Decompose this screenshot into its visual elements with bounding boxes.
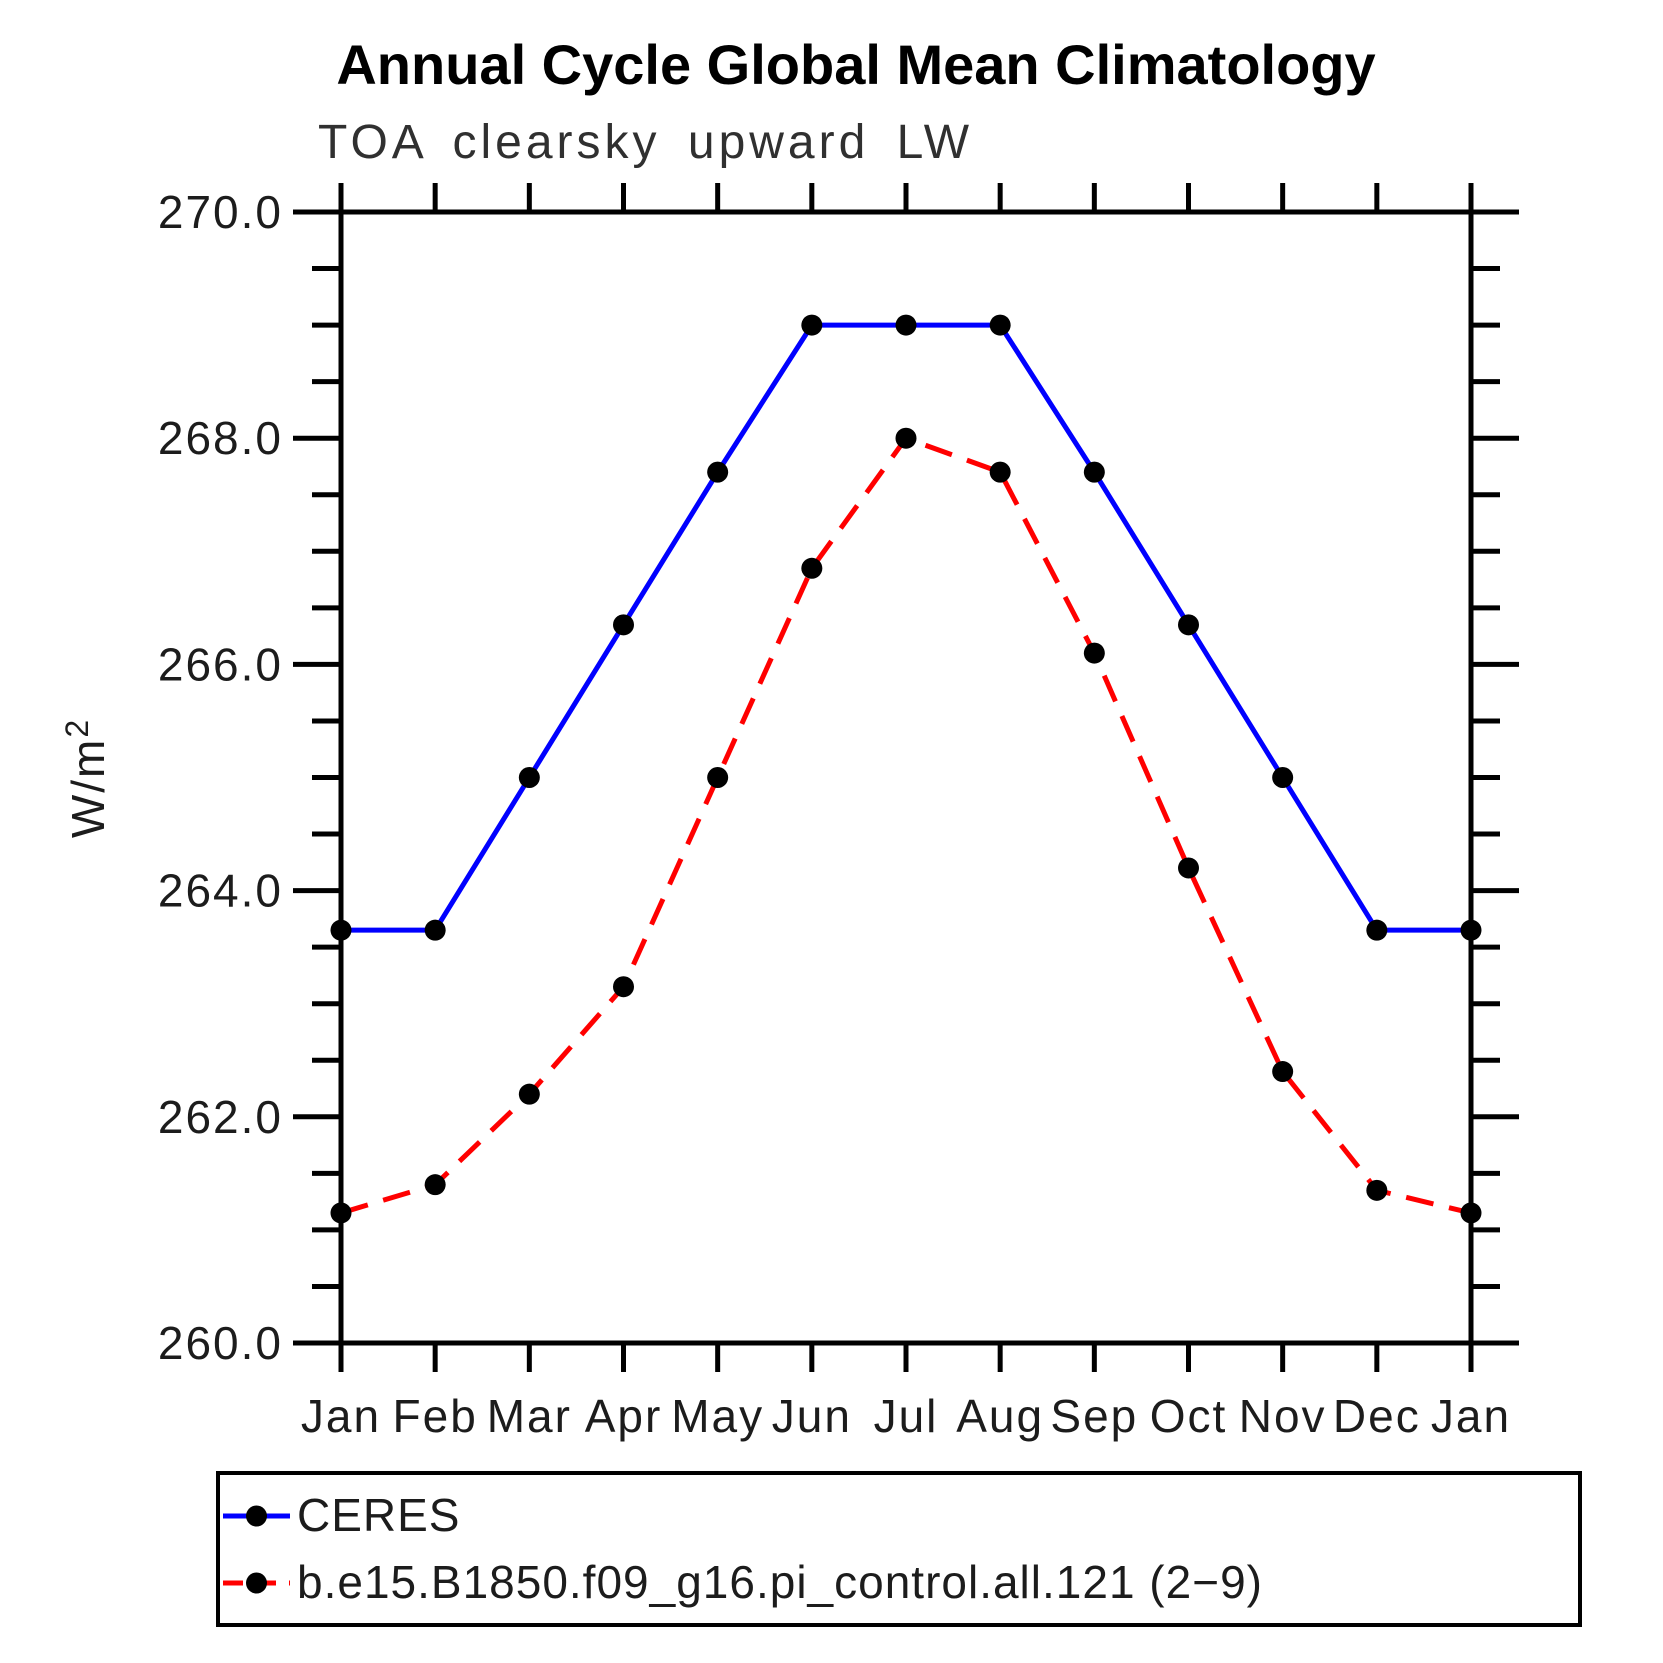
data-point [895, 314, 917, 336]
plot-area: Jan Feb Mar Apr May Jun Jul Aug Sep Oct Nov Dec Jan2… [158, 183, 1519, 1442]
y-tick-label: 264.0 [158, 865, 283, 917]
x-tick-label: Nov [1239, 1390, 1327, 1442]
x-tick-label: Jan [301, 1390, 381, 1442]
y-axis-title: W/m2 [59, 718, 114, 838]
data-point [518, 1083, 540, 1105]
y-tick-label: 266.0 [158, 638, 283, 690]
data-point [1178, 614, 1199, 636]
x-tick-label: Oct [1150, 1390, 1228, 1442]
legend-label: b.e15.B1850.f09_g16.pi_control.all.121 (… [297, 1556, 1263, 1608]
x-tick-label: Sep [1050, 1390, 1138, 1442]
data-point [989, 314, 1011, 336]
data-point [801, 557, 823, 579]
data-point [330, 1202, 352, 1224]
data-point [1272, 767, 1294, 788]
x-tick-label: Apr [585, 1390, 663, 1442]
data-point [330, 919, 352, 941]
x-tick-label: Jan [1431, 1390, 1511, 1442]
legend-item: b.e15.B1850.f09_g16.pi_control.all.121 (… [223, 1556, 1263, 1608]
data-point [1272, 1061, 1294, 1083]
y-tick-label: 262.0 [158, 1091, 283, 1143]
chart-subtitle: TOA clearsky upward LW [318, 116, 973, 169]
data-point [1083, 642, 1105, 664]
legend-label: CERES [297, 1489, 460, 1541]
legend-swatch-marker [246, 1572, 267, 1594]
data-point [1178, 857, 1199, 879]
legend: CERES b.e15.B1850.f09_g16.pi_control.all.… [216, 1471, 1582, 1627]
data-point [1460, 919, 1482, 941]
legend-box [216, 1471, 1582, 1627]
series-line [340, 435, 1472, 1216]
data-point [518, 767, 540, 788]
x-tick-label: Jul [874, 1390, 939, 1442]
x-tick-label: May [671, 1390, 764, 1442]
data-point [613, 614, 634, 636]
legend-item: CERES [223, 1489, 460, 1541]
data-point [1366, 919, 1388, 941]
data-point [424, 919, 446, 941]
data-point [1460, 1202, 1482, 1224]
x-tick-label: Aug [956, 1390, 1044, 1442]
data-point [613, 976, 634, 998]
y-tick-label: 270.0 [158, 186, 283, 238]
x-tick-label: Jun [772, 1390, 852, 1442]
data-point [707, 767, 729, 788]
data-point [424, 1174, 446, 1196]
x-tick-label: Dec [1333, 1390, 1421, 1442]
y-tick-label: 268.0 [158, 412, 283, 464]
plot-frame [338, 209, 1474, 1346]
data-point [1083, 461, 1105, 483]
series-line [341, 322, 1471, 933]
chart-title: Annual Cycle Global Mean Climatology [336, 33, 1375, 96]
data-point [989, 461, 1011, 483]
data-point [707, 461, 729, 483]
data-point [1366, 1179, 1388, 1201]
data-point [801, 314, 823, 336]
data-point [895, 427, 917, 449]
y-tick-label: 260.0 [158, 1317, 283, 1369]
x-tick-label: Mar [487, 1390, 572, 1442]
legend-swatch-marker [246, 1505, 267, 1527]
x-tick-label: Feb [393, 1390, 478, 1442]
